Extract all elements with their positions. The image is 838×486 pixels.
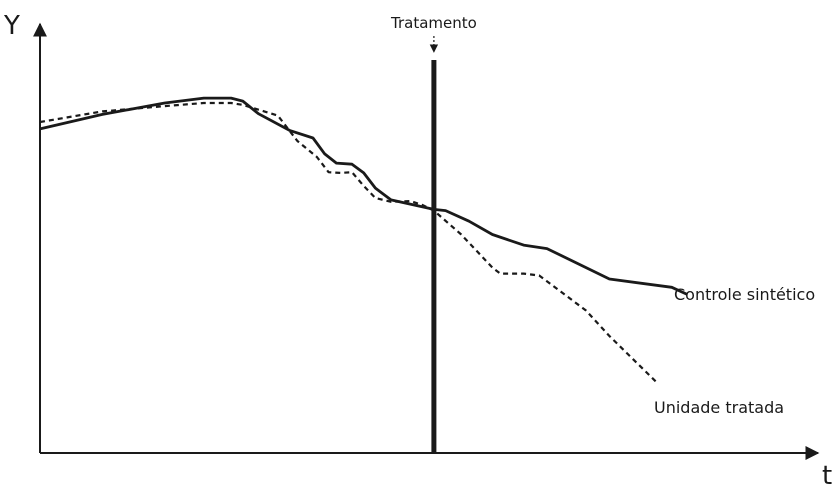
series-line-unidade-tratada <box>39 101 657 383</box>
y-axis-label: Y <box>3 11 20 41</box>
series-line-controle-sintetico <box>39 96 688 296</box>
treatment-label: Tratamento <box>390 14 477 32</box>
series-layer <box>39 96 688 383</box>
x-axis-label: t <box>822 461 832 486</box>
series-label-unidade-tratada: Unidade tratada <box>654 398 784 417</box>
series-label-controle-sintetico: Controle sintético <box>674 285 815 304</box>
